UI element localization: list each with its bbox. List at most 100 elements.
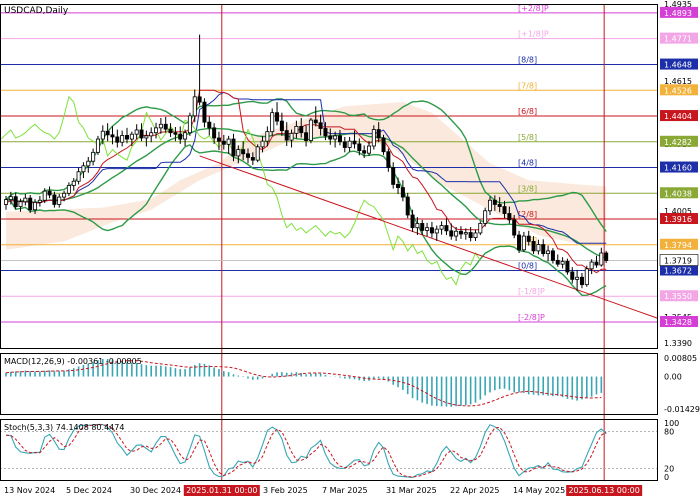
candle-body [410, 214, 415, 229]
murrey-level-label: [2/8] [518, 210, 537, 219]
candle [294, 120, 299, 139]
candle [168, 123, 173, 137]
level-price-tag-text: 1.4771 [664, 35, 692, 44]
candle [250, 152, 255, 165]
candle-body [570, 271, 575, 280]
candle [125, 127, 130, 144]
candle-body [100, 130, 105, 140]
candle-body [125, 135, 130, 140]
level-price-tag-text: 1.3550 [664, 292, 692, 301]
level-price-tag [660, 135, 698, 147]
candle-body [226, 138, 231, 145]
candle [599, 247, 604, 267]
candle [105, 123, 110, 142]
candle-body [57, 196, 62, 205]
candle-body [255, 146, 260, 161]
candle [531, 236, 536, 255]
candle [275, 102, 280, 126]
candle-body [71, 180, 76, 186]
candle-body [492, 199, 497, 205]
candle [57, 193, 62, 208]
candle-body [231, 138, 236, 157]
marked-date-tag [566, 485, 643, 496]
level-price-tag [660, 161, 698, 173]
candle [323, 122, 328, 141]
stoch-label: Stoch(5,3,3) 74.1408 80.4474 [4, 423, 124, 432]
candle-body [400, 187, 405, 198]
candle-body [449, 230, 454, 237]
candle [521, 231, 526, 252]
murrey-level-label: [7/8] [518, 81, 537, 90]
candle [255, 144, 260, 163]
candle [299, 117, 304, 138]
candle-body [47, 190, 52, 196]
tenkan-sen-line [5, 89, 607, 274]
candle [76, 167, 81, 185]
candle [81, 162, 86, 179]
candle-body [23, 197, 28, 203]
candle-body [66, 185, 71, 194]
candle-body [425, 227, 430, 231]
candle-body [42, 190, 47, 201]
level-price-tag-text: 1.4404 [664, 112, 692, 121]
candle-body [575, 276, 580, 280]
candle [100, 125, 105, 145]
candle-body [323, 128, 328, 137]
candle-body [76, 171, 81, 182]
candle [381, 134, 386, 155]
macd-label: MACD(12,26,9) -0.00361 -0.00805 [4, 357, 142, 366]
stoch-tick-label: 0 [664, 473, 669, 482]
murrey-level-label: [0/8] [518, 262, 537, 271]
candle-body [173, 132, 178, 135]
candle [318, 114, 323, 136]
candle [536, 239, 541, 255]
level-price-tag-text: 1.3672 [664, 267, 692, 276]
candle [66, 182, 71, 197]
candle-body [95, 138, 100, 153]
candle [463, 228, 468, 240]
price-tick-label: 1.4005 [664, 207, 692, 216]
candle [366, 141, 371, 156]
level-price-tag [660, 187, 698, 199]
candle-body [308, 119, 313, 141]
candle [483, 207, 488, 227]
candle-body [589, 261, 594, 270]
level-price-tag [660, 110, 698, 122]
murrey-level-label: [5/8] [518, 133, 537, 142]
candle [226, 135, 231, 154]
level-price-tag-text: 1.3916 [664, 215, 692, 224]
candle [604, 250, 609, 263]
candle-body [517, 234, 522, 251]
candle-body [366, 145, 371, 154]
candle [212, 123, 217, 144]
candle-body [202, 101, 207, 123]
candle-body [376, 129, 381, 139]
candle-body [333, 135, 338, 140]
candle-body [37, 199, 42, 203]
candle [304, 125, 309, 147]
candle [37, 196, 42, 207]
candle-body [294, 125, 299, 134]
candle [429, 221, 434, 238]
candle [202, 98, 207, 128]
candle [347, 136, 352, 152]
candle [415, 217, 420, 236]
candle-body [236, 149, 241, 157]
candle-body [337, 135, 342, 143]
candle-body [420, 223, 425, 231]
level-price-tag-text: 1.4038 [664, 189, 692, 198]
candle [439, 221, 444, 235]
candle [241, 141, 246, 161]
candle [62, 190, 67, 202]
level-price-tag-text: 1.4526 [664, 86, 692, 95]
x-axis-label: 22 Apr 2025 [450, 486, 499, 495]
candle-body [207, 121, 212, 129]
candle-body [81, 165, 86, 173]
candle [371, 125, 376, 150]
candle-body [245, 153, 250, 158]
candle [512, 215, 517, 239]
candle-body [270, 112, 275, 133]
candle [183, 129, 188, 147]
